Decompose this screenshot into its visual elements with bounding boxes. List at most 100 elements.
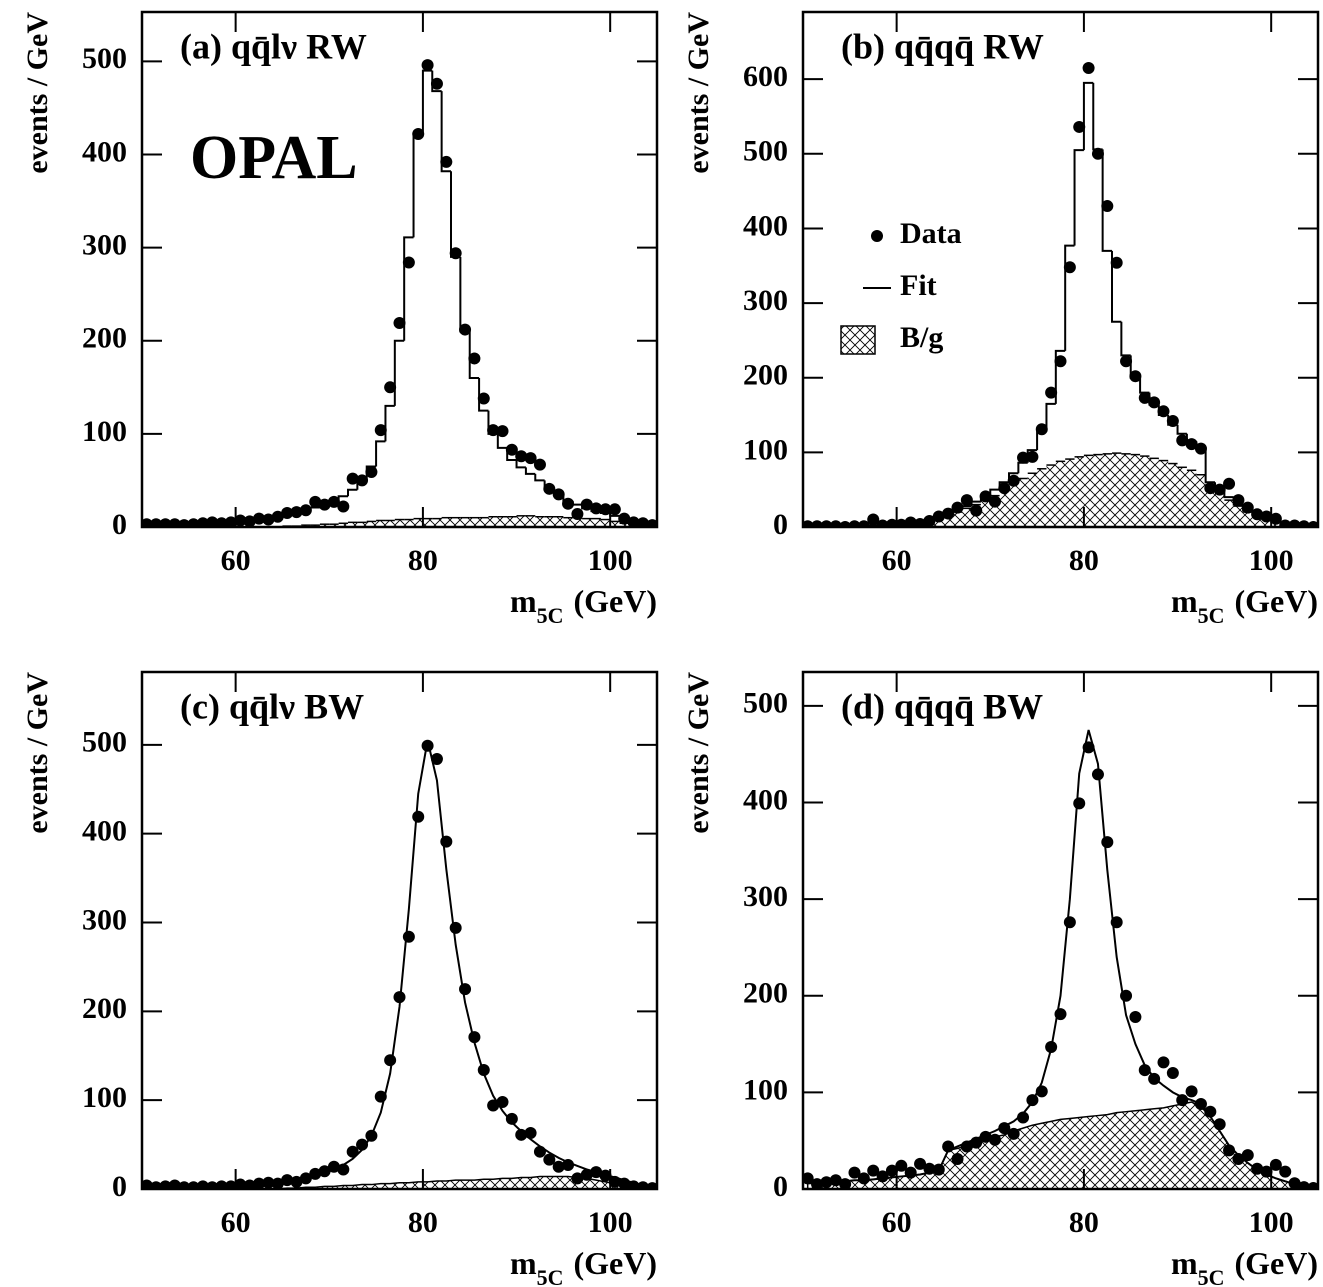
plot-area	[803, 729, 1318, 1189]
data-point	[599, 503, 612, 516]
background-bin	[404, 519, 414, 527]
data-point	[590, 1166, 603, 1179]
data-point	[1288, 519, 1301, 527]
data-point	[468, 352, 481, 365]
data-point	[430, 77, 443, 90]
fit-step	[1139, 377, 1150, 394]
x-label-main: m	[1171, 583, 1198, 619]
data-point	[895, 1159, 908, 1172]
data-point	[299, 1172, 312, 1185]
plot-frame	[140, 670, 659, 1191]
data-point	[515, 1128, 528, 1141]
data-point	[1063, 916, 1076, 929]
x-tick-label: 100	[588, 544, 633, 577]
data-point	[206, 516, 219, 527]
y-tick-label: 300	[82, 903, 127, 936]
background-bin	[1261, 519, 1272, 527]
background-bin	[376, 520, 386, 527]
data-point	[803, 1172, 814, 1185]
data-point	[543, 482, 556, 495]
background-bin	[1112, 453, 1122, 527]
background-bin	[1093, 454, 1103, 527]
background-bin	[451, 517, 461, 527]
background-bin	[999, 489, 1009, 527]
background-bin	[319, 524, 330, 527]
panel-label: (c) qq̄lν BW	[180, 686, 364, 726]
data-point	[1223, 1144, 1236, 1157]
background-bin	[338, 523, 348, 527]
background-bin	[1233, 506, 1244, 527]
fit-step	[1054, 349, 1066, 404]
data-point	[206, 1181, 219, 1189]
data-point	[829, 1174, 842, 1187]
data-point	[150, 1181, 163, 1189]
y-axis-label: events / GeV	[21, 12, 54, 174]
data-point	[571, 507, 584, 520]
data-point	[346, 1145, 359, 1158]
fit-step	[1017, 461, 1028, 474]
data-point	[1101, 200, 1114, 213]
data-point	[932, 510, 945, 523]
data-point	[1223, 477, 1236, 490]
data-point	[932, 1163, 945, 1176]
data-point	[857, 520, 870, 527]
data-point	[1157, 1056, 1170, 1069]
plot-frame	[801, 10, 1320, 529]
background-bin	[544, 516, 554, 527]
data-point	[271, 510, 284, 523]
y-tick-label: 100	[82, 1081, 127, 1114]
data-point	[1307, 521, 1318, 527]
data-point	[923, 1162, 936, 1175]
y-tick-label: 500	[82, 42, 127, 75]
data-point	[150, 518, 163, 527]
legend-label: Fit	[900, 269, 937, 302]
data-point	[393, 317, 406, 330]
data-point	[253, 512, 266, 525]
fit-step	[375, 440, 386, 467]
background-bin	[516, 515, 526, 527]
background-bin	[610, 521, 620, 527]
background-bin	[1027, 473, 1038, 527]
data-point	[374, 424, 387, 437]
data-point	[543, 1153, 556, 1166]
y-tick-label: 300	[743, 880, 788, 913]
background-bin	[357, 522, 367, 527]
background-bin	[1243, 512, 1253, 527]
data-point	[1129, 370, 1142, 383]
data-point	[262, 1176, 275, 1189]
data-point	[1054, 355, 1067, 368]
data-point	[885, 1164, 898, 1177]
background-bin	[329, 524, 339, 527]
fit-step	[989, 488, 1000, 496]
data-point	[1241, 1149, 1254, 1162]
x-tick-label: 60	[882, 544, 912, 577]
data-point	[1251, 508, 1264, 521]
data-point	[215, 1180, 228, 1189]
data-point	[449, 247, 462, 260]
data-point	[608, 503, 621, 516]
data-point	[618, 1177, 631, 1189]
data-point	[988, 495, 1001, 508]
data-point	[562, 497, 575, 510]
background-bin	[525, 515, 536, 527]
data-point	[599, 1169, 612, 1182]
fit-step	[1082, 81, 1094, 151]
data-point	[885, 518, 898, 527]
data-point	[857, 1172, 870, 1185]
data-point	[1307, 1182, 1318, 1189]
data-point	[1054, 1008, 1067, 1021]
fit-step	[431, 70, 442, 93]
background-bin	[1205, 485, 1215, 527]
background-bin	[1046, 465, 1056, 527]
data-point	[1269, 512, 1282, 525]
panel: 0 100 200 300 400 500 600 60 80 100 events / GeV m5…	[682, 10, 1320, 628]
data-point	[459, 983, 472, 996]
background-bin	[1215, 493, 1225, 527]
data-point	[1213, 1118, 1226, 1131]
data-point	[1026, 1094, 1039, 1107]
data-point	[839, 521, 852, 527]
data-point	[524, 452, 537, 465]
data-point	[1110, 916, 1123, 929]
data-point	[1279, 1165, 1292, 1178]
data-point	[867, 1164, 880, 1177]
